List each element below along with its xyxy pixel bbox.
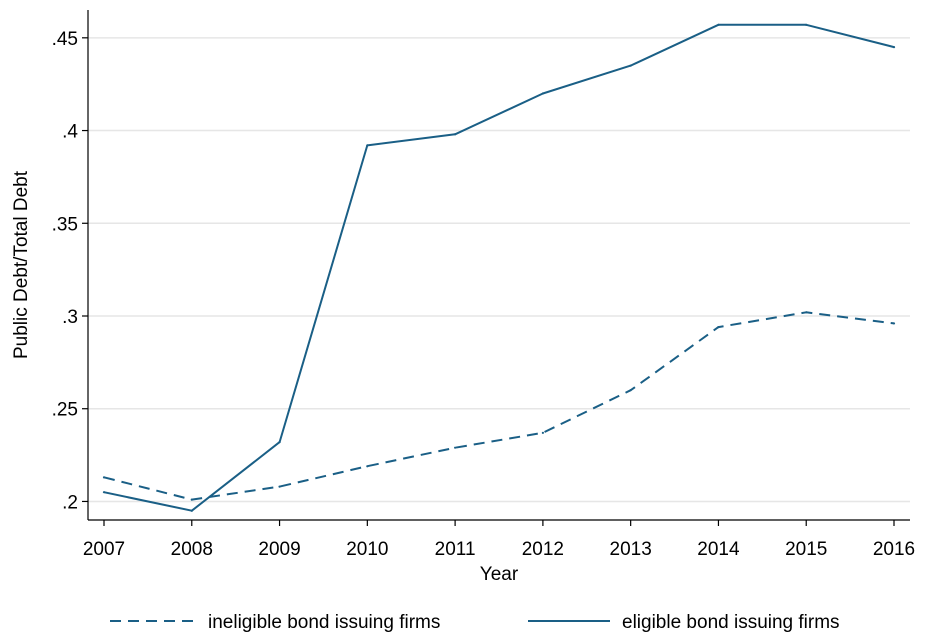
data-point [629,389,632,392]
data-point [102,476,106,479]
data-point [892,322,896,325]
data-point [717,23,720,26]
data-point [102,491,106,494]
x-tick-label: 2012 [522,539,564,560]
data-point [454,133,457,136]
legend-label: ineligible bond issuing firms [208,612,440,633]
y-axis-title: Public Debt/Total Debt [11,170,32,359]
x-axis-ticks: 2007 2008 2009 2010 2011 2012 2013 2014 2015 2016 [83,520,915,560]
y-tick-label: .4 [62,122,78,143]
x-tick-label: 2009 [258,539,300,560]
x-tick-label: 2014 [697,539,740,560]
x-tick-label: 2007 [83,539,125,560]
data-point [717,326,720,329]
data-point [190,498,193,501]
data-point [629,64,632,67]
x-axis-title: Year [480,564,519,585]
data-point [892,45,896,49]
data-point [190,509,193,512]
x-tick-label: 2008 [171,539,213,560]
data-point [454,446,457,449]
series-layer [102,23,896,512]
x-tick-label: 2013 [610,539,652,560]
y-axis-ticks: .2 .25 .3 .35 .4 .45 [52,29,88,513]
gridlines [88,37,910,503]
data-point [805,311,808,314]
legend-label: eligible bond issuing firms [622,612,840,633]
data-point [541,431,544,434]
eligible-series-line [103,23,895,512]
axes [87,10,910,521]
y-tick-label: .35 [52,214,78,235]
x-tick-label: 2016 [873,539,915,560]
x-tick-label: 2010 [346,539,388,560]
x-tick-label: 2011 [435,539,476,560]
y-tick-label: .3 [62,307,78,328]
ineligible-series-line [103,311,895,501]
data-point [541,92,544,95]
legend: ineligible bond issuing firms eligible bo… [110,612,840,633]
y-tick-label: .2 [62,492,78,513]
x-tick-label: 2015 [785,539,827,560]
y-tick-label: .25 [52,400,78,421]
y-tick-label: .45 [52,29,78,50]
data-point [366,465,369,468]
data-point [278,441,281,444]
data-point [278,485,281,488]
data-point [805,23,808,26]
data-point [366,144,369,147]
